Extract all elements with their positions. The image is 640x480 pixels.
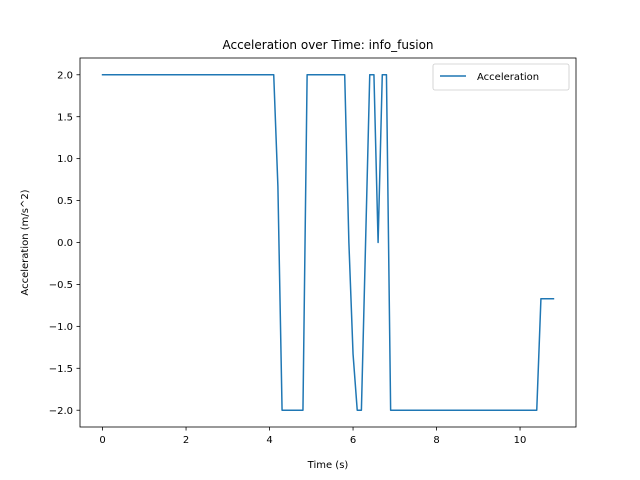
- plot-area: [80, 58, 576, 427]
- series-line-acceleration: [101, 74, 555, 411]
- x-tick-label: 4: [266, 435, 272, 446]
- y-tick-label: −0.5: [49, 280, 73, 291]
- legend-label-acceleration: Acceleration: [477, 72, 539, 83]
- y-tick-label: 0.5: [57, 196, 73, 207]
- x-tick-label: 2: [183, 435, 189, 446]
- y-tick-label: 1.5: [57, 112, 73, 123]
- y-tick-label: 0.0: [57, 238, 73, 249]
- y-tick-label: −1.0: [49, 322, 73, 333]
- chart-title: Acceleration over Time: info_fusion: [222, 38, 433, 52]
- y-tick-label: −2.0: [49, 406, 73, 417]
- legend-box: [432, 63, 570, 91]
- axes-frame: [79, 57, 577, 428]
- series-layer: [101, 74, 555, 411]
- y-tick-label: 1.0: [57, 154, 73, 165]
- y-tick-label: 2.0: [57, 70, 73, 81]
- y-tick-label: −1.5: [49, 364, 73, 375]
- x-tick-label: 10: [514, 435, 527, 446]
- x-tick-label: 8: [433, 435, 439, 446]
- legend: Acceleration: [432, 63, 570, 91]
- x-tick-label: 6: [350, 435, 356, 446]
- y-axis-label: Acceleration (m/s^2): [20, 189, 31, 295]
- x-axis-label: Time (s): [307, 460, 349, 471]
- ticks-layer: 0 2 4 6 8 10 2.0 1.5 1.0 0.5 0.0 −0.5 −1.0 −1.5 −2.0: [49, 70, 527, 446]
- x-tick-label: 0: [99, 435, 105, 446]
